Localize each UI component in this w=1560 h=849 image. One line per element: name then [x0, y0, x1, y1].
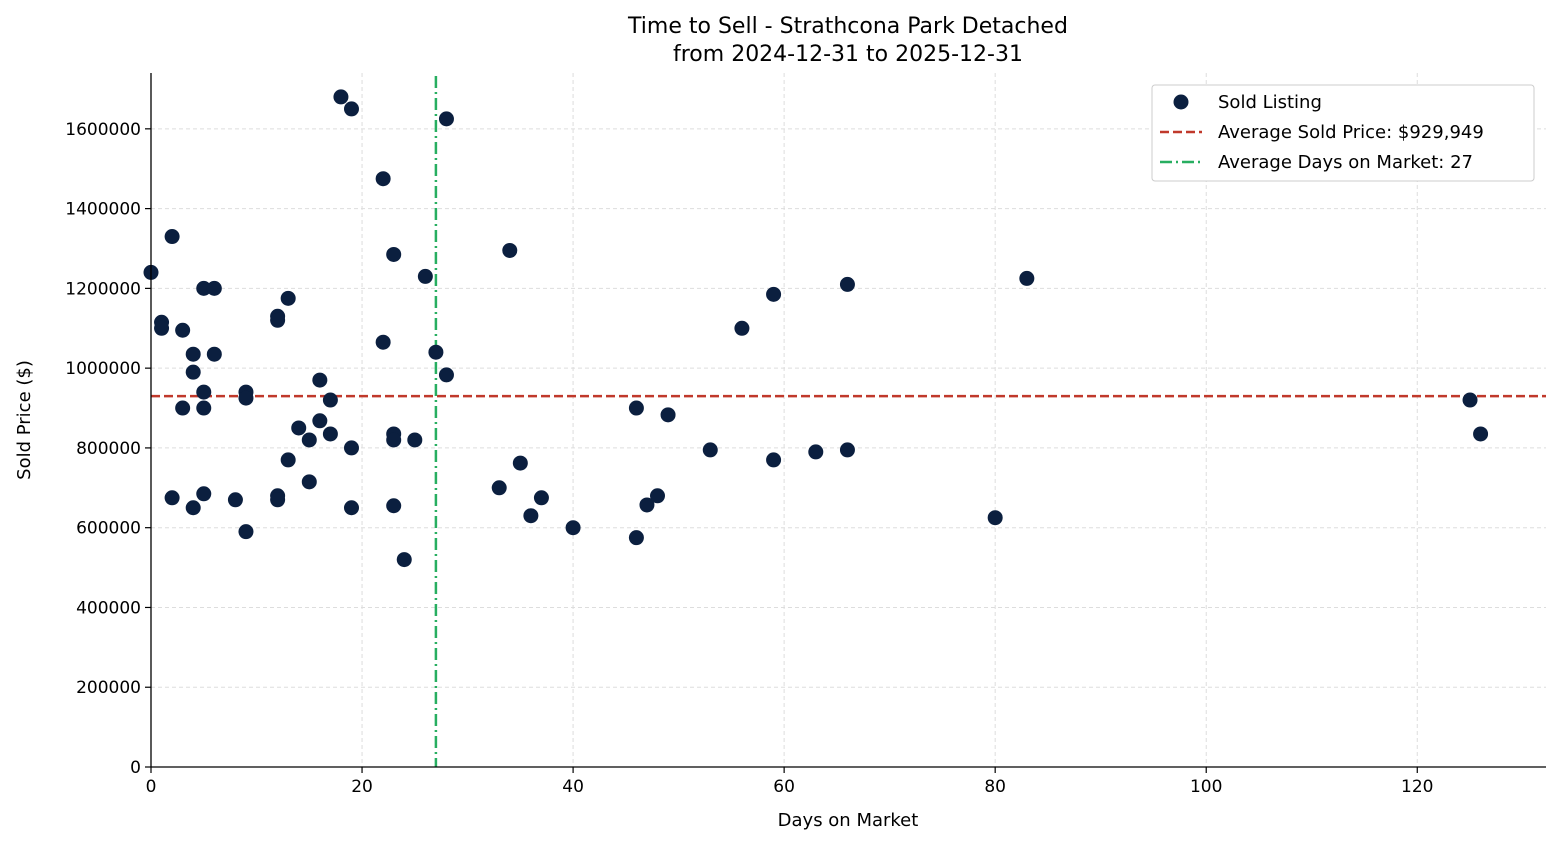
sold-listing-point — [175, 322, 191, 338]
legend: Sold Listing Average Sold Price: $929,94… — [1151, 84, 1535, 182]
sold-listing-point — [280, 290, 296, 306]
sold-listing-point — [185, 364, 201, 380]
sold-listing-point — [185, 346, 201, 362]
sold-listing-point — [386, 246, 402, 262]
x-tick-label: 120 — [1401, 777, 1433, 797]
sold-listing-point — [343, 500, 359, 516]
sold-listing-point — [438, 111, 454, 127]
sold-listing-point — [322, 392, 338, 408]
sold-listing-point — [523, 508, 539, 524]
y-tick-label: 1000000 — [65, 359, 141, 379]
sold-listing-point — [343, 440, 359, 456]
sold-listing-point — [196, 486, 212, 502]
sold-listing-point — [301, 432, 317, 448]
sold-listing-point — [1473, 426, 1489, 442]
y-tick-label: 1400000 — [65, 200, 141, 220]
sold-listing-point — [196, 400, 212, 416]
sold-listing-point — [206, 280, 222, 296]
sold-listing-point — [502, 242, 518, 258]
sold-listing-point — [808, 444, 824, 460]
y-tick-label: 800000 — [76, 439, 141, 459]
sold-listing-point — [839, 442, 855, 458]
sold-listing-point — [386, 498, 402, 514]
sold-listing-point — [386, 432, 402, 448]
sold-listing-point — [407, 432, 423, 448]
sold-listing-point — [175, 400, 191, 416]
x-tick-label: 20 — [351, 777, 373, 797]
x-tick-label: 80 — [984, 777, 1006, 797]
sold-listing-point — [734, 320, 750, 336]
data-points — [143, 89, 1489, 568]
sold-listing-point — [322, 426, 338, 442]
sold-listing-point — [227, 492, 243, 508]
y-axis-label: Sold Price ($) — [14, 360, 35, 480]
sold-listing-point — [185, 500, 201, 516]
sold-listing-point — [491, 480, 507, 496]
sold-listing-point — [628, 530, 644, 546]
sold-listing-point — [164, 490, 180, 506]
y-tick-label: 200000 — [76, 678, 141, 698]
y-tick-label: 1200000 — [65, 279, 141, 299]
sold-listing-point — [280, 452, 296, 468]
sold-listing-point — [839, 276, 855, 292]
sold-listing-point — [375, 334, 391, 350]
legend-label-avg-days: Average Days on Market: 27 — [1218, 152, 1473, 173]
sold-listing-point — [196, 280, 212, 296]
axes: 0 20 40 60 80 100 120 0 200000 400000 600000 800000… — [65, 73, 1546, 797]
sold-listing-point — [628, 400, 644, 416]
sold-listing-point — [154, 320, 170, 336]
y-tick-label: 400000 — [76, 598, 141, 618]
sold-listing-point — [291, 420, 307, 436]
sold-listing-point — [1019, 270, 1035, 286]
sold-listing-point — [1462, 392, 1478, 408]
y-tick-label: 0 — [130, 758, 141, 778]
sold-listing-point — [417, 268, 433, 284]
chart-title: Time to Sell - Strathcona Park Detached — [627, 14, 1068, 39]
sold-listing-point — [512, 455, 528, 471]
sold-listing-point — [312, 372, 328, 388]
x-tick-label: 60 — [773, 777, 795, 797]
y-tick-label: 600000 — [76, 519, 141, 539]
sold-listing-point — [533, 490, 549, 506]
legend-box — [1151, 84, 1535, 182]
sold-listing-point — [766, 452, 782, 468]
sold-listing-point — [238, 390, 254, 406]
y-tick-label: 1600000 — [65, 120, 141, 140]
sold-listing-point — [312, 413, 328, 429]
sold-listing-point — [650, 488, 666, 504]
sold-listing-point — [270, 492, 286, 508]
x-tick-label: 100 — [1190, 777, 1222, 797]
sold-listing-point — [428, 344, 444, 360]
x-tick-label: 40 — [562, 777, 584, 797]
sold-listing-point — [702, 442, 718, 458]
sold-listing-point — [438, 367, 454, 383]
sold-listing-point — [333, 89, 349, 105]
sold-listing-point — [660, 407, 676, 423]
chart-subtitle: from 2024-12-31 to 2025-12-31 — [673, 42, 1023, 67]
sold-listing-point — [375, 171, 391, 187]
sold-listing-point — [238, 524, 254, 540]
legend-label-sold: Sold Listing — [1218, 92, 1322, 113]
sold-listing-point — [164, 229, 180, 245]
legend-marker-sold — [1173, 94, 1189, 110]
sold-listing-point — [196, 384, 212, 400]
sold-listing-point — [343, 101, 359, 117]
sold-listing-point — [987, 510, 1003, 526]
sold-listing-point — [301, 474, 317, 490]
sold-listing-point — [766, 286, 782, 302]
sold-listing-point — [639, 497, 655, 513]
legend-label-avg-price: Average Sold Price: $929,949 — [1218, 122, 1484, 143]
sold-listing-point — [206, 346, 222, 362]
sold-listing-point — [396, 552, 412, 568]
sold-listing-point — [270, 312, 286, 328]
sold-listing-point — [565, 520, 581, 536]
x-tick-label: 0 — [146, 777, 157, 797]
reference-lines — [151, 76, 1546, 767]
x-axis-label: Days on Market — [778, 810, 919, 831]
